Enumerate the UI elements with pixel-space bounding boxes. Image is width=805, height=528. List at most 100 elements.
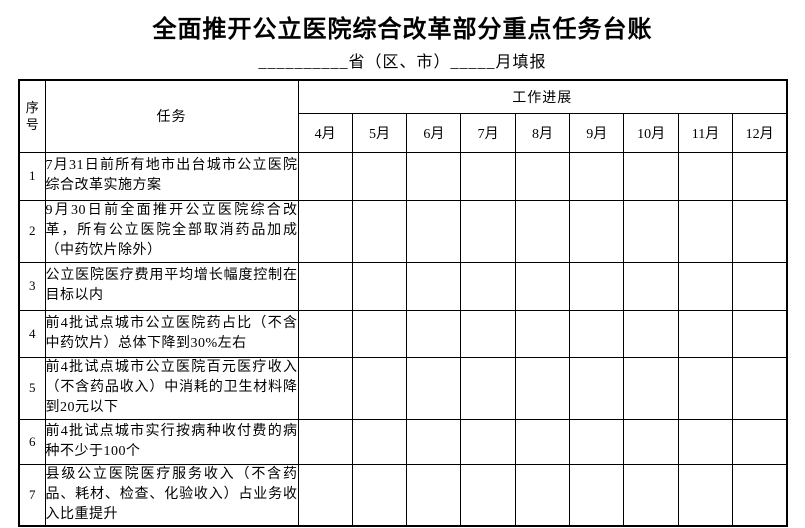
task-description: 公立医院医疗费用平均增长幅度控制在目标以内 (44, 261, 299, 311)
header-row-top: 序号 任务 工作进展 (18, 79, 788, 153)
progress-cell-month-5 (351, 356, 408, 420)
progress-cell-month-10 (623, 199, 679, 263)
progress-cell-month-11 (677, 151, 734, 201)
task-ledger-table: 序号 任务 工作进展 4月 5月 6月 7月 8月 9月 10月 11月 12月… (18, 79, 788, 527)
progress-cell-month-5 (351, 199, 408, 263)
table-row: 7 县级公立医院医疗服务收入（不含药品、耗材、检查、化验收入）占业务收入比重提升 (18, 463, 788, 527)
progress-cell-month-9 (569, 463, 625, 527)
progress-cell-month-9 (569, 356, 625, 420)
progress-cell-month-10 (623, 356, 679, 420)
row-serial-number: 7 (18, 463, 46, 527)
progress-cell-month-8 (514, 151, 571, 201)
progress-cell-month-7 (460, 309, 516, 358)
row-serial-number: 1 (18, 151, 46, 201)
progress-cell-month-4 (297, 463, 353, 527)
progress-cell-month-10 (623, 309, 679, 358)
table-row: 3 公立医院医疗费用平均增长幅度控制在目标以内 (18, 261, 788, 311)
progress-cell-month-6 (406, 309, 462, 358)
table-row: 5 前4批试点城市公立医院百元医疗收入（不含药品收入）中消耗的卫生材料降到20元以… (18, 356, 788, 420)
table-row: 6 前4批试点城市实行按病种收付费的病种不少于100个 (18, 418, 788, 465)
progress-cell-month-12 (732, 463, 788, 527)
progress-cell-month-12 (732, 199, 788, 263)
progress-cell-month-8 (514, 309, 571, 358)
progress-cell-month-8 (514, 418, 571, 465)
progress-cell-month-6 (406, 151, 462, 201)
task-description: 前4批试点城市公立医院药占比（不含中药饮片）总体下降到30%左右 (44, 309, 299, 358)
progress-cell-month-12 (732, 309, 788, 358)
task-description: 县级公立医院医疗服务收入（不含药品、耗材、检查、化验收入）占业务收入比重提升 (44, 463, 299, 527)
task-description: 9月30日前全面推开公立医院综合改革，所有公立医院全部取消药品加成（中药饮片除外… (44, 199, 299, 263)
progress-cell-month-6 (406, 418, 462, 465)
progress-cell-month-11 (677, 261, 734, 311)
progress-cell-month-7 (460, 199, 516, 263)
progress-cell-month-11 (677, 418, 734, 465)
row-serial-number: 2 (18, 199, 46, 263)
progress-cell-month-4 (297, 309, 353, 358)
document-title: 全面推开公立医院综合改革部分重点任务台账 (152, 17, 653, 43)
col-header-serial: 序号 (18, 79, 46, 153)
progress-cell-month-10 (623, 418, 679, 465)
progress-cell-month-8 (514, 463, 571, 527)
col-header-month-9: 9月 (569, 112, 625, 153)
progress-cell-month-5 (351, 463, 408, 527)
progress-cell-month-4 (297, 261, 353, 311)
row-serial-number: 6 (18, 418, 46, 465)
progress-cell-month-4 (297, 151, 353, 201)
progress-cell-month-4 (297, 418, 353, 465)
progress-cell-month-7 (460, 356, 516, 420)
table-row: 1 7月31日前所有地市出台城市公立医院综合改革实施方案 (18, 151, 788, 201)
progress-cell-month-5 (351, 151, 408, 201)
progress-cell-month-9 (569, 151, 625, 201)
task-description: 前4批试点城市实行按病种收付费的病种不少于100个 (44, 418, 299, 465)
col-header-month-4: 4月 (297, 112, 353, 153)
progress-cell-month-8 (514, 261, 571, 311)
progress-cell-month-9 (569, 261, 625, 311)
progress-cell-month-11 (677, 199, 734, 263)
row-serial-number: 3 (18, 261, 46, 311)
progress-cell-month-6 (406, 356, 462, 420)
progress-cell-month-7 (460, 463, 516, 527)
table-row: 4 前4批试点城市公立医院药占比（不含中药饮片）总体下降到30%左右 (18, 309, 788, 358)
progress-cell-month-10 (623, 261, 679, 311)
progress-cell-month-6 (406, 261, 462, 311)
table-row: 2 9月30日前全面推开公立医院综合改革，所有公立医院全部取消药品加成（中药饮片除… (18, 199, 788, 263)
progress-cell-month-9 (569, 418, 625, 465)
progress-cell-month-11 (677, 356, 734, 420)
progress-cell-month-10 (623, 463, 679, 527)
col-header-month-12: 12月 (732, 112, 788, 153)
progress-cell-month-11 (677, 463, 734, 527)
progress-cell-month-10 (623, 151, 679, 201)
progress-cell-month-11 (677, 309, 734, 358)
progress-cell-month-7 (460, 261, 516, 311)
progress-cell-month-12 (732, 151, 788, 201)
progress-cell-month-4 (297, 356, 353, 420)
progress-cell-month-6 (406, 463, 462, 527)
progress-cell-month-7 (460, 418, 516, 465)
task-rows: 1 7月31日前所有地市出台城市公立医院综合改革实施方案 2 9月30日前全面推开公立… (18, 151, 788, 527)
progress-cell-month-12 (732, 356, 788, 420)
progress-cell-month-8 (514, 199, 571, 263)
row-serial-number: 4 (18, 309, 46, 358)
col-header-month-8: 8月 (514, 112, 571, 153)
progress-cell-month-12 (732, 418, 788, 465)
progress-cell-month-5 (351, 261, 408, 311)
row-serial-number: 5 (18, 356, 46, 420)
task-description: 7月31日前所有地市出台城市公立医院综合改革实施方案 (44, 151, 299, 201)
progress-cell-month-8 (514, 356, 571, 420)
col-header-month-11: 11月 (677, 112, 734, 153)
progress-cell-month-12 (732, 261, 788, 311)
col-header-progress: 工作进展 (297, 79, 788, 114)
progress-cell-month-5 (351, 418, 408, 465)
progress-cell-month-9 (569, 199, 625, 263)
col-header-month-10: 10月 (623, 112, 679, 153)
document-subtitle: __________省（区、市）_____月填报 (258, 54, 547, 71)
progress-cell-month-7 (460, 151, 516, 201)
task-description: 前4批试点城市公立医院百元医疗收入（不含药品收入）中消耗的卫生材料降到20元以下 (44, 356, 299, 420)
progress-cell-month-4 (297, 199, 353, 263)
col-header-task: 任务 (44, 79, 299, 153)
progress-cell-month-9 (569, 309, 625, 358)
header-row-months: 4月 5月 6月 7月 8月 9月 10月 11月 12月 (19, 112, 788, 153)
progress-cell-month-6 (406, 199, 462, 263)
progress-cell-month-5 (351, 309, 408, 358)
